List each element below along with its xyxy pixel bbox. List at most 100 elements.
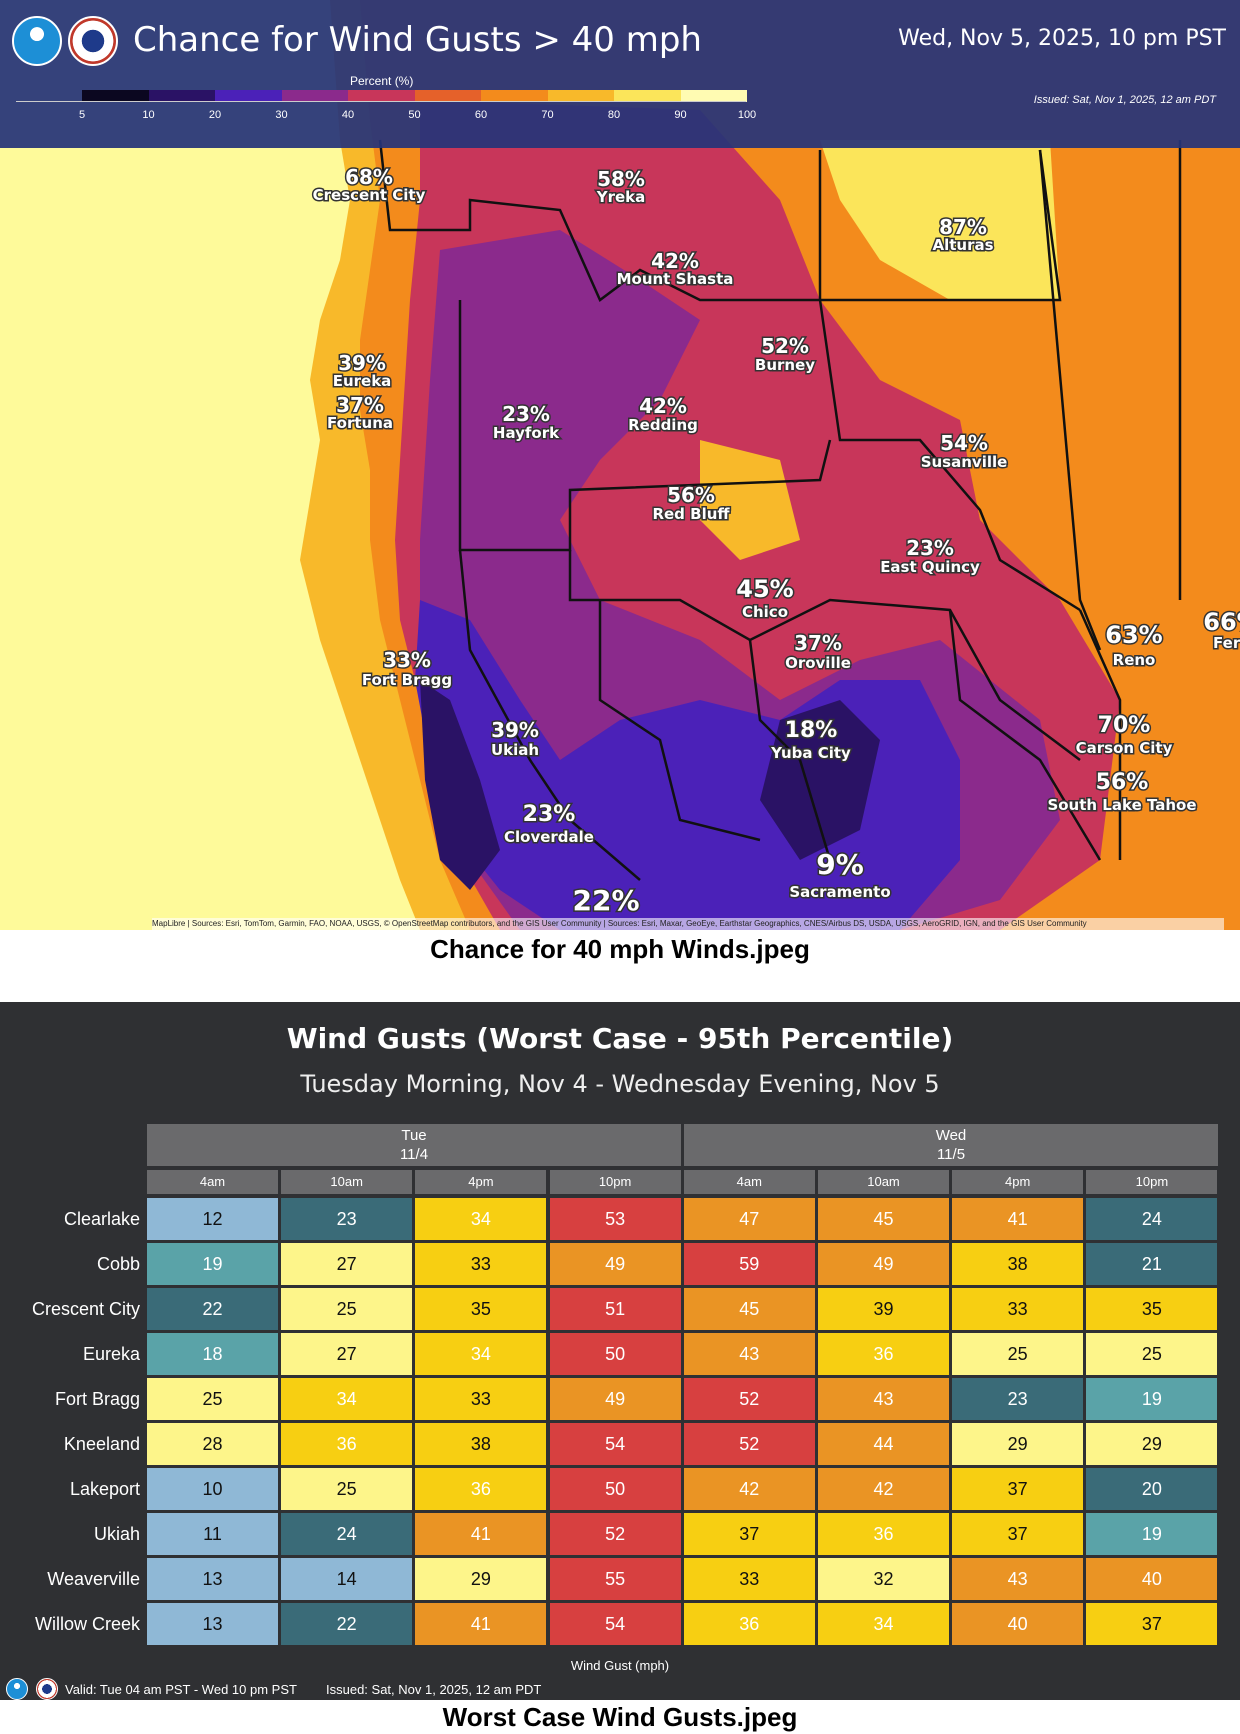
day-date: 11/5	[936, 1146, 966, 1163]
location-label: Eureka	[82, 1344, 140, 1364]
table-subtitle: Tuesday Morning, Nov 4 - Wednesday Eveni…	[300, 1070, 940, 1098]
time-column-header: 10pm	[549, 1170, 681, 1194]
gust-value-cell: 13	[147, 1603, 278, 1645]
gust-value-cell: 28	[147, 1423, 278, 1465]
city-pct: 87%	[939, 215, 987, 239]
city-name: Burney	[755, 356, 815, 374]
map-title: Chance for Wind Gusts > 40 mph	[133, 20, 702, 60]
gust-value-cell: 43	[952, 1558, 1084, 1600]
city-pct: 23%	[906, 536, 954, 560]
gust-value-cell: 34	[818, 1603, 949, 1645]
legend-title: Percent (%)	[350, 74, 414, 88]
gust-value-cell: 10	[147, 1468, 278, 1510]
gust-value-cell: 22	[281, 1603, 413, 1645]
city-name: Alturas	[932, 236, 993, 254]
gust-value-cell: 55	[549, 1558, 681, 1600]
gust-value-cell: 25	[281, 1288, 413, 1330]
gust-value-cell: 13	[147, 1558, 278, 1600]
location-label: Lakeport	[69, 1479, 140, 1499]
nws-logo-icon	[68, 16, 118, 66]
legend-tick-label: 50	[408, 109, 421, 121]
city-pct: 23%	[523, 802, 576, 827]
land-yellow-zone	[820, 140, 1060, 300]
day-name: Wed	[935, 1127, 967, 1144]
gust-value-cell: 29	[1086, 1423, 1218, 1465]
city-name: East Quincy	[880, 558, 980, 576]
city-name: Oroville	[785, 654, 851, 672]
city-name: Yreka	[596, 188, 646, 206]
gust-value-cell: 34	[415, 1198, 547, 1240]
gust-value-cell: 19	[1086, 1513, 1218, 1555]
gust-value-cell: 18	[147, 1333, 278, 1375]
gust-value-cell: 43	[683, 1333, 815, 1375]
gust-value-cell: 14	[281, 1558, 413, 1600]
city-name: Red Bluff	[652, 505, 730, 523]
legend-color-bar	[82, 90, 747, 102]
gust-value-cell: 53	[549, 1198, 681, 1240]
gust-value-cell: 41	[415, 1603, 547, 1645]
location-label: Cobb	[96, 1254, 140, 1274]
legend-tick-label: 20	[208, 109, 222, 121]
gust-value-cell: 24	[1086, 1198, 1218, 1240]
table-title: Wind Gusts (Worst Case - 95th Percentile…	[286, 1022, 954, 1055]
gust-value-cell: 29	[952, 1423, 1084, 1465]
time-column-header: 4pm	[952, 1170, 1084, 1194]
city-name: Mount Shasta	[617, 270, 734, 288]
time-column-header: 4am	[147, 1170, 278, 1194]
gust-value-cell: 37	[1086, 1603, 1218, 1645]
city-pct: 33%	[383, 648, 431, 672]
city-pct: 56%	[1096, 770, 1149, 795]
gust-value-cell: 49	[818, 1243, 949, 1285]
day-name: Tue	[401, 1127, 427, 1144]
city-name: Hayfork	[493, 424, 560, 442]
gust-value-cell: 33	[415, 1243, 547, 1285]
city-pct: 58%	[597, 167, 645, 191]
location-label: Ukiah	[93, 1524, 140, 1544]
day-date: 11/4	[399, 1146, 429, 1163]
table-issued: Issued: Sat, Nov 1, 2025, 12 am PDT	[326, 1682, 542, 1697]
gust-value-cell: 19	[147, 1243, 278, 1285]
wind-probability-map: 68% Crescent City 58% Yreka 87% Alturas …	[0, 0, 1240, 930]
location-label: Willow Creek	[34, 1614, 140, 1634]
city-pct: 37%	[336, 393, 384, 417]
noaa-logo-icon	[12, 16, 62, 66]
gust-value-cell: 25	[281, 1468, 413, 1510]
gust-value-cell: 37	[683, 1513, 815, 1555]
gust-value-cell: 11	[147, 1513, 278, 1555]
city-pct: 56%	[667, 483, 715, 507]
legend-tick-label: 70	[541, 109, 554, 121]
city-name: Ukiah	[491, 741, 539, 759]
city-pct: 63%	[1105, 621, 1162, 649]
time-column-header: 4am	[683, 1170, 815, 1194]
city-name: Susanville	[921, 453, 1008, 471]
legend-tick-label: 100	[737, 109, 757, 121]
gust-value-cell: 34	[281, 1378, 413, 1420]
map-header: Chance for Wind Gusts > 40 mph Wed, Nov …	[0, 0, 1240, 148]
legend-tick-label: 90	[674, 109, 687, 121]
gust-value-cell: 33	[952, 1288, 1084, 1330]
city-pct: 70%	[1098, 713, 1151, 738]
gust-value-cell: 27	[281, 1243, 413, 1285]
gust-value-cell: 40	[952, 1603, 1084, 1645]
legend-swatch	[82, 90, 149, 102]
table-caption: Worst Case Wind Gusts.jpeg	[442, 1702, 798, 1732]
location-label: Weaverville	[47, 1569, 140, 1589]
gust-value-cell: 41	[415, 1513, 547, 1555]
table-footer: Valid: Tue 04 am PST - Wed 10 pm PST Iss…	[0, 1674, 1240, 1700]
day-header-tue: Tue 11/4	[147, 1124, 681, 1166]
location-label: Crescent City	[31, 1299, 140, 1319]
map-canvas: 68% Crescent City 58% Yreka 87% Alturas …	[0, 0, 1240, 930]
gust-value-cell: 52	[683, 1378, 815, 1420]
city-pct: 66%	[1203, 608, 1240, 636]
city-pct: 37%	[794, 631, 842, 655]
city-name: Fern	[1213, 634, 1240, 652]
legend-swatch	[547, 90, 614, 102]
location-label: Kneeland	[63, 1434, 140, 1454]
gust-value-cell: 22	[147, 1288, 278, 1330]
location-label: Clearlake	[63, 1209, 140, 1229]
gust-value-cell: 35	[1086, 1288, 1218, 1330]
wind-gust-table-panel: Wind Gusts (Worst Case - 95th Percentile…	[0, 1002, 1240, 1700]
gust-value-cell: 27	[281, 1333, 413, 1375]
city-name: Chico	[742, 603, 788, 621]
gust-value-cell: 20	[1086, 1468, 1218, 1510]
